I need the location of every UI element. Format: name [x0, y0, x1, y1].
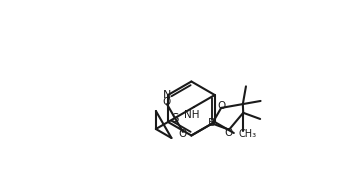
Text: O: O: [217, 101, 225, 111]
Text: O: O: [179, 129, 187, 139]
Text: CH₃: CH₃: [239, 129, 257, 139]
Text: O: O: [224, 128, 232, 138]
Text: N: N: [163, 90, 171, 100]
Text: B: B: [208, 119, 216, 128]
Text: O: O: [163, 97, 171, 107]
Text: S: S: [171, 112, 179, 125]
Text: NH: NH: [184, 110, 200, 120]
